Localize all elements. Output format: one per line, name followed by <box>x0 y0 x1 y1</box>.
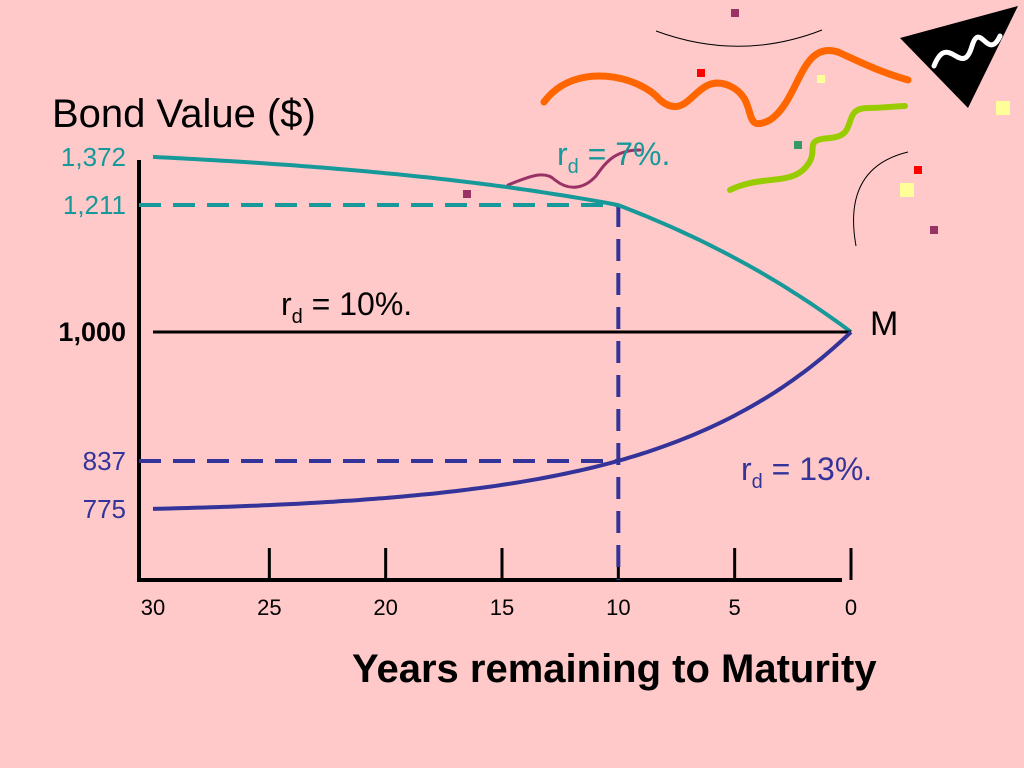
y-tick-label: 837 <box>83 446 126 476</box>
confetti-decoration <box>463 6 1018 247</box>
confetti-square <box>930 226 938 234</box>
y-axis-title: Bond Value ($) <box>52 92 316 136</box>
confetti-square <box>794 141 802 149</box>
confetti-square <box>996 101 1010 115</box>
thin-arc-right <box>853 151 909 247</box>
confetti-square <box>817 75 825 83</box>
series-label-par: rd = 10%. <box>281 286 412 328</box>
series-label-premium: rd = 7%. <box>557 136 670 178</box>
confetti-square <box>914 166 922 174</box>
y-axis-tick-labels: 1,372 1,211 1,000 837 775 <box>58 142 126 524</box>
green-streamer <box>727 103 908 193</box>
x-tick-label: 0 <box>845 595 857 620</box>
confetti-square <box>731 9 739 17</box>
reference-lines <box>139 203 621 580</box>
orange-streamer <box>540 46 912 128</box>
series-lines <box>152 154 853 511</box>
y-tick-label: 1,372 <box>61 142 126 172</box>
x-tick-label: 25 <box>257 595 281 620</box>
x-tick-label: 15 <box>490 595 514 620</box>
x-tick-label: 5 <box>729 595 741 620</box>
x-axis-title: Years remaining to Maturity <box>352 647 877 691</box>
confetti-square <box>463 190 471 198</box>
purple-streamer <box>506 148 642 189</box>
series-line-discount <box>152 330 853 511</box>
confetti-square <box>900 183 914 197</box>
y-tick-label: 775 <box>83 494 126 524</box>
x-axis-ticks: 30 25 20 15 10 5 0 <box>141 548 857 620</box>
x-tick-label: 30 <box>141 595 165 620</box>
maturity-label: M <box>870 305 898 343</box>
y-tick-label: 1,000 <box>58 317 126 347</box>
confetti-square <box>697 69 705 77</box>
y-tick-label: 1,211 <box>63 190 126 220</box>
x-tick-label: 10 <box>606 595 630 620</box>
series-line-premium <box>152 154 853 334</box>
x-tick-label: 20 <box>373 595 397 620</box>
thin-arc-top <box>655 29 823 47</box>
series-label-discount: rd = 13%. <box>741 451 872 493</box>
party-popper-icon <box>900 6 1018 108</box>
